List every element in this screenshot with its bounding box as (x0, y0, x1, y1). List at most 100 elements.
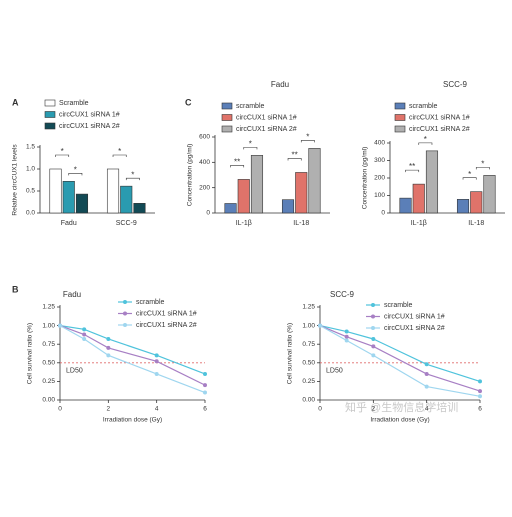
x-tick-label: SCC-9 (116, 220, 137, 227)
point (424, 371, 429, 376)
y-tick-label: 0.75 (42, 341, 55, 348)
chart-title: SCC-9 (330, 290, 355, 299)
y-axis-title: Concentration (pg/ml) (362, 147, 369, 210)
y-tick-label: 300 (374, 157, 385, 164)
y-tick-label: 0.00 (42, 397, 55, 404)
point (478, 389, 482, 394)
chart-title: Fadu (63, 290, 81, 299)
x-tick-label: IL-18 (293, 220, 309, 227)
y-tick-label: 1.25 (42, 304, 55, 311)
legend-swatch (44, 122, 56, 130)
point (154, 371, 159, 376)
significance-bracket (243, 147, 258, 150)
y-tick-label: 400 (199, 159, 210, 166)
point (82, 336, 87, 341)
legend-swatch (44, 111, 56, 118)
reference-label: LD50 (66, 368, 83, 375)
bar (75, 193, 89, 214)
significance-bracket (475, 167, 490, 170)
x-tick-label: IL-18 (468, 220, 484, 227)
legend-label: circCUX1 siRNA 1# (136, 310, 197, 317)
point (371, 344, 376, 349)
bar (412, 183, 425, 214)
bar (399, 197, 412, 214)
y-tick-label: 400 (374, 140, 385, 147)
legend-swatch (394, 125, 406, 133)
legend-label: circCUX1 siRNA 2# (136, 322, 197, 329)
significance-label: * (118, 147, 121, 156)
y-tick-label: 200 (374, 175, 385, 182)
point (154, 353, 159, 358)
legend-marker (371, 303, 375, 307)
point (82, 327, 87, 332)
legend-swatch (44, 99, 56, 107)
significance-bracket (287, 158, 302, 161)
point (203, 390, 207, 395)
significance-label: ** (234, 158, 240, 167)
y-tick-label: 200 (199, 184, 210, 191)
point (344, 338, 349, 343)
x-axis-title: Irradiation dose (Gy) (370, 417, 429, 424)
chart-title: Fadu (271, 80, 289, 89)
panel-label: C (185, 97, 192, 107)
legend-swatch (221, 102, 233, 110)
y-axis-title: Relative circCUX1 levels (12, 144, 19, 216)
point (106, 336, 111, 341)
point (58, 323, 62, 328)
legend-swatch (221, 125, 233, 133)
legend-marker (371, 326, 375, 330)
significance-label: * (249, 139, 252, 148)
significance-bracket (55, 154, 70, 157)
point (203, 371, 207, 376)
bar (470, 191, 483, 214)
y-tick-label: 0.5 (26, 188, 35, 195)
y-tick-label: 1.00 (42, 322, 55, 329)
point (318, 323, 322, 328)
legend-label: circCUX1 siRNA 1# (409, 114, 470, 121)
x-axis-title: Irradiation dose (Gy) (103, 417, 162, 424)
series-line (319, 325, 481, 382)
x-tick-label: 6 (478, 406, 482, 413)
legend-label: scramble (136, 299, 165, 306)
significance-label: * (131, 170, 134, 179)
point (371, 353, 376, 358)
y-tick-label: 0.75 (302, 341, 315, 348)
significance-bracket (68, 173, 83, 176)
legend-swatch (394, 114, 406, 121)
legend-label: circCUX1 siRNA 2# (384, 325, 445, 332)
chart-title: SCC-9 (443, 80, 468, 89)
point (106, 345, 111, 350)
point (344, 334, 349, 339)
significance-label: ** (292, 151, 298, 160)
legend-label: circCUX1 siRNA 2# (236, 126, 297, 133)
legend-marker (371, 314, 375, 319)
y-tick-label: 0.50 (302, 360, 315, 367)
point (371, 336, 376, 341)
legend-label: circCUX1 siRNA 1# (384, 313, 445, 320)
significance-label: * (61, 147, 64, 156)
bar (120, 185, 133, 214)
y-axis-title: Cell survival ratio (%) (287, 323, 294, 384)
y-tick-label: 1.5 (26, 144, 35, 151)
significance-label: * (306, 133, 309, 142)
significance-bracket (125, 177, 140, 181)
significance-label: * (468, 170, 471, 179)
bar (483, 175, 496, 214)
significance-label: * (481, 159, 484, 168)
point (203, 383, 207, 388)
point (344, 329, 349, 334)
bar (308, 148, 321, 214)
series-line (319, 325, 481, 392)
bar (106, 168, 120, 214)
significance-bracket (462, 177, 477, 180)
bar (237, 179, 250, 214)
y-tick-label: 1.00 (302, 322, 315, 329)
bar (62, 181, 75, 214)
point (424, 362, 429, 367)
bar (224, 203, 237, 214)
legend-swatch (394, 102, 406, 110)
y-tick-label: 0.00 (302, 397, 315, 404)
series-line (59, 325, 206, 386)
legend-label: scramble (384, 302, 413, 309)
bar (250, 155, 264, 214)
